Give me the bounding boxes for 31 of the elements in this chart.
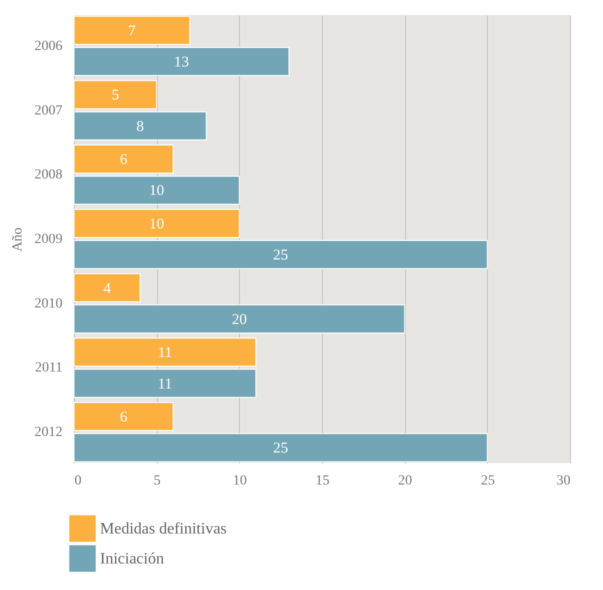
data-label: 13 xyxy=(174,54,189,70)
data-label: 5 xyxy=(112,88,120,104)
y-tick-label: 2010 xyxy=(34,296,62,312)
y-tick-label: 2006 xyxy=(34,38,62,54)
data-label: 10 xyxy=(149,183,164,200)
data-label: 8 xyxy=(136,118,144,135)
x-tick-label: 30 xyxy=(556,474,570,488)
data-label: 20 xyxy=(232,312,247,328)
data-label: 11 xyxy=(158,345,172,362)
y-tick-label: 2007 xyxy=(34,103,62,118)
data-label: 25 xyxy=(273,440,288,457)
data-label: 10 xyxy=(149,216,164,232)
y-tick-label: 2009 xyxy=(34,232,62,247)
x-tick-label: 0 xyxy=(74,474,82,488)
x-tick-label: 25 xyxy=(480,474,495,488)
data-label: 7 xyxy=(128,23,136,40)
y-tick-label: 2012 xyxy=(34,425,62,440)
y-tick-label: 2008 xyxy=(34,168,62,183)
data-label: 6 xyxy=(120,410,128,426)
legend-label: Iniciación xyxy=(100,550,164,568)
data-label: 11 xyxy=(158,376,172,392)
x-tick-label: 10 xyxy=(232,474,247,488)
y-tick-label: 2011 xyxy=(35,360,62,376)
y-axis-title: Año xyxy=(10,227,26,252)
x-tick-label: 15 xyxy=(316,474,330,488)
legend-label: Medidas definitivas xyxy=(100,520,227,538)
data-label: 25 xyxy=(273,248,288,264)
data-label: 4 xyxy=(103,280,112,297)
x-tick-label: 20 xyxy=(398,474,412,488)
x-tick-label: 5 xyxy=(154,474,161,488)
data-label: 6 xyxy=(120,152,128,168)
